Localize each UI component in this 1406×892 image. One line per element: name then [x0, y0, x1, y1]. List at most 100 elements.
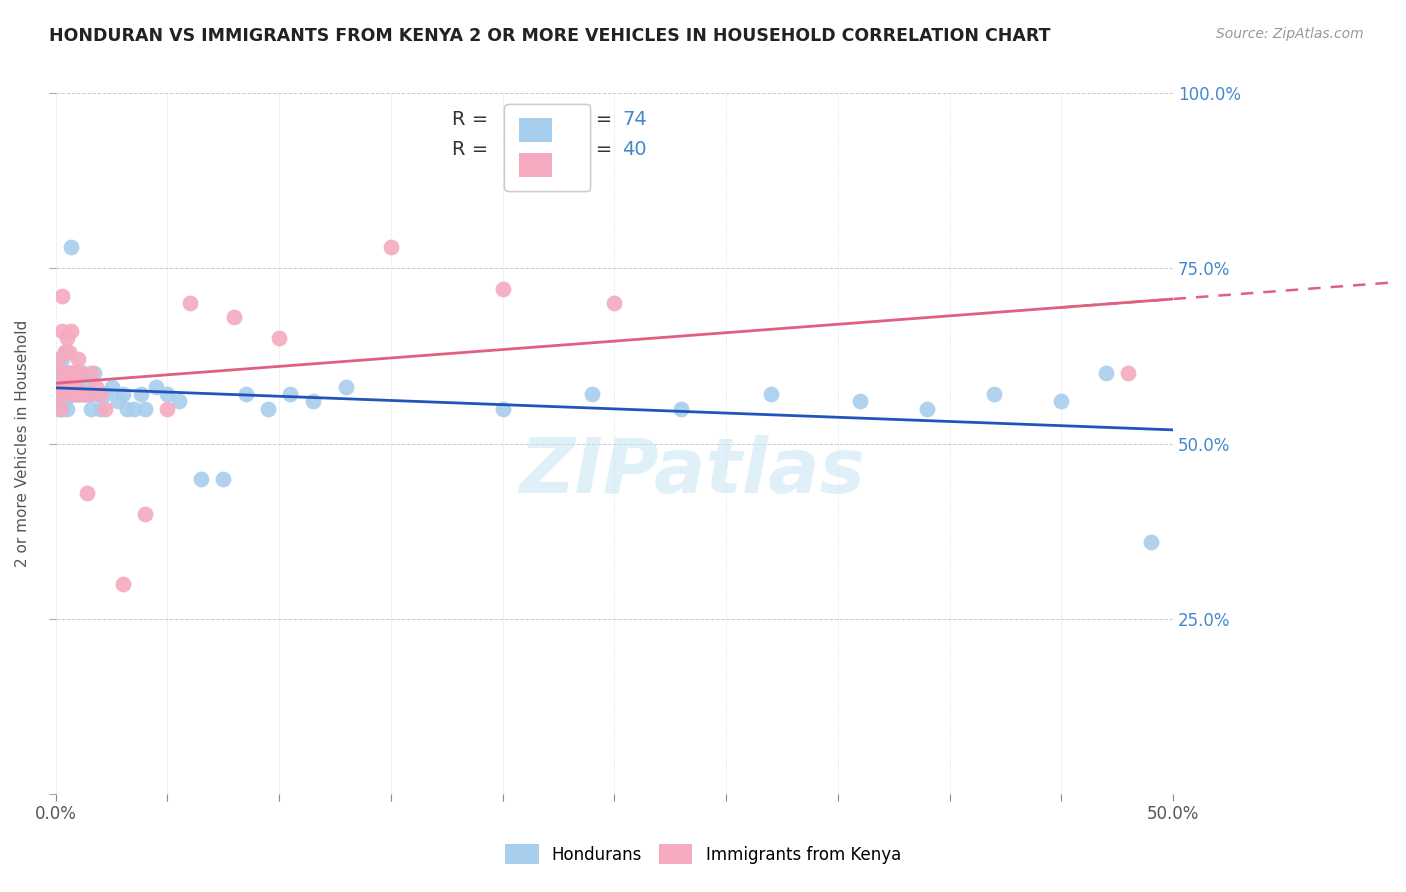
Legend: Hondurans, Immigrants from Kenya: Hondurans, Immigrants from Kenya	[499, 838, 907, 871]
Text: N =: N =	[575, 140, 619, 159]
Point	[915, 401, 938, 416]
Point	[58, 367, 80, 381]
Point	[1095, 367, 1118, 381]
Point	[53, 380, 76, 394]
Point	[83, 367, 105, 381]
Point	[156, 401, 179, 416]
Point	[76, 387, 98, 401]
Text: 0.053: 0.053	[513, 111, 569, 129]
Point	[84, 387, 107, 401]
Point	[62, 367, 84, 381]
Point	[51, 380, 73, 394]
Point	[80, 367, 103, 381]
Point	[134, 507, 156, 521]
Point	[72, 367, 94, 381]
Point	[60, 240, 83, 254]
Point	[257, 401, 280, 416]
Point	[983, 387, 1005, 401]
Point	[94, 387, 117, 401]
Text: R =: R =	[453, 111, 495, 129]
Point	[56, 387, 79, 401]
Point	[167, 394, 190, 409]
Point	[84, 380, 107, 394]
Point	[849, 394, 872, 409]
Point	[49, 380, 72, 394]
Point	[759, 387, 782, 401]
Point	[69, 367, 91, 381]
Text: ZIPatlas: ZIPatlas	[520, 434, 866, 508]
Point	[69, 387, 91, 401]
Point	[53, 345, 76, 359]
Point	[56, 401, 79, 416]
Point	[53, 387, 76, 401]
Point	[56, 331, 79, 345]
Point	[280, 387, 302, 401]
Point	[65, 367, 87, 381]
Point	[73, 387, 96, 401]
Point	[235, 387, 257, 401]
Point	[46, 352, 69, 367]
Point	[100, 380, 122, 394]
Point	[60, 325, 83, 339]
Point	[60, 387, 83, 401]
Point	[1050, 394, 1073, 409]
Point	[46, 387, 69, 401]
Point	[72, 387, 94, 401]
Legend:  ,  : ,	[505, 103, 591, 192]
Point	[80, 401, 103, 416]
Point	[67, 387, 90, 401]
Point	[491, 401, 513, 416]
Point	[111, 387, 134, 401]
Point	[62, 387, 84, 401]
Point	[58, 387, 80, 401]
Point	[51, 289, 73, 303]
Point	[51, 387, 73, 401]
Point	[58, 345, 80, 359]
Point	[77, 387, 100, 401]
Text: 74: 74	[623, 111, 647, 129]
Point	[380, 240, 402, 254]
Point	[60, 367, 83, 381]
Point	[51, 394, 73, 409]
Point	[581, 387, 603, 401]
Y-axis label: 2 or more Vehicles in Household: 2 or more Vehicles in Household	[15, 320, 30, 567]
Point	[77, 387, 100, 401]
Point	[51, 352, 73, 367]
Point	[122, 401, 145, 416]
Point	[65, 387, 87, 401]
Point	[1139, 534, 1161, 549]
Point	[1118, 367, 1140, 381]
Point	[89, 387, 111, 401]
Text: Source: ZipAtlas.com: Source: ZipAtlas.com	[1216, 27, 1364, 41]
Point	[51, 325, 73, 339]
Point	[62, 367, 84, 381]
Point	[335, 380, 357, 394]
Point	[56, 380, 79, 394]
Point	[58, 380, 80, 394]
Point	[67, 352, 90, 367]
Text: 40: 40	[623, 140, 647, 159]
Point	[49, 394, 72, 409]
Point	[51, 367, 73, 381]
Point	[115, 401, 138, 416]
Point	[46, 387, 69, 401]
Point	[145, 380, 167, 394]
Point	[301, 394, 323, 409]
Text: HONDURAN VS IMMIGRANTS FROM KENYA 2 OR MORE VEHICLES IN HOUSEHOLD CORRELATION CH: HONDURAN VS IMMIGRANTS FROM KENYA 2 OR M…	[49, 27, 1050, 45]
Point	[46, 367, 69, 381]
Text: N =: N =	[575, 111, 619, 129]
Point	[49, 387, 72, 401]
Point	[94, 401, 117, 416]
Point	[58, 380, 80, 394]
Point	[53, 367, 76, 381]
Point	[69, 367, 91, 381]
Point	[76, 485, 98, 500]
Text: R =: R =	[453, 140, 501, 159]
Point	[129, 387, 152, 401]
Point	[65, 380, 87, 394]
Point	[156, 387, 179, 401]
Point	[62, 387, 84, 401]
Point	[60, 367, 83, 381]
Point	[53, 374, 76, 388]
Point	[224, 310, 246, 325]
